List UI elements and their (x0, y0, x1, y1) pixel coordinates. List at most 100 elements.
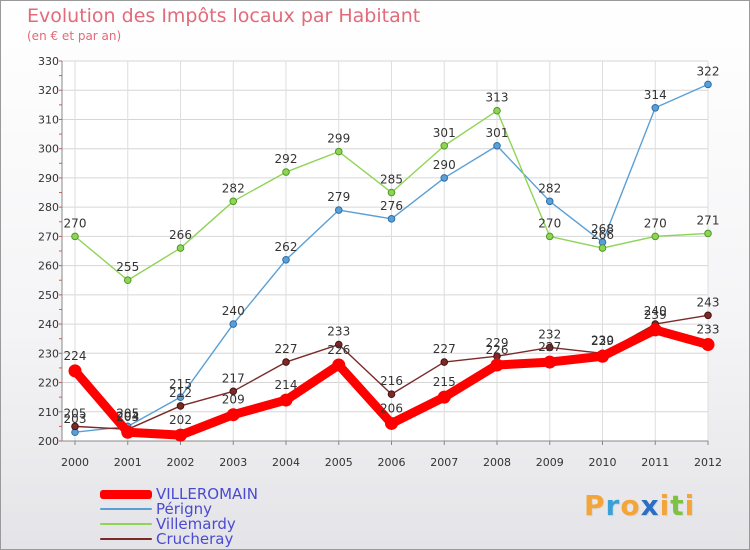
x-tick-label: 2010 (589, 456, 617, 469)
data-label-villemardy: 270 (644, 216, 667, 230)
data-label-villeromain: 239 (644, 308, 667, 322)
point-villeromain (543, 355, 557, 369)
data-label-villemardy: 255 (116, 260, 139, 274)
logo-letter: t (670, 489, 685, 522)
data-label-villemardy: 271 (697, 213, 720, 227)
point-villeromain (226, 408, 240, 422)
point-perigny (282, 255, 290, 264)
data-label-crucheray: 232 (538, 327, 561, 341)
logo-letter: P (584, 489, 606, 522)
data-label-crucheray: 205 (64, 406, 87, 420)
point-villeromain (174, 428, 187, 442)
y-tick-label: 270 (38, 230, 59, 243)
data-label-perigny: 276 (380, 199, 403, 213)
legend-label-villemardy: Villemardy (156, 515, 236, 533)
logo-letter: i (659, 489, 671, 522)
data-label-villemardy: 270 (538, 216, 561, 230)
point-villeromain (68, 364, 82, 378)
data-label-villemardy: 285 (380, 173, 403, 187)
data-label-villemardy: 282 (222, 181, 245, 195)
data-label-crucheray: 229 (486, 336, 509, 350)
x-tick-label: 2009 (536, 456, 564, 469)
point-crucheray (440, 358, 449, 366)
point-perigny (334, 206, 343, 214)
data-label-villeromain: 206 (380, 401, 403, 415)
point-villemardy (440, 141, 449, 150)
legend-swatch-perigny (100, 508, 152, 510)
point-perigny (440, 174, 449, 182)
proxiti-logo: Proxiti (584, 489, 695, 522)
legend-item-villeromain: VILLEROMAIN (100, 485, 258, 503)
x-tick-label: 2004 (272, 456, 300, 469)
chart-subtitle: (en € et par an) (27, 29, 122, 43)
data-label-crucheray: 204 (116, 409, 139, 423)
point-perigny (229, 320, 238, 328)
chart-title: Evolution des Impôts locaux par Habitant (27, 5, 421, 27)
point-crucheray (704, 311, 712, 320)
legend-item-villemardy: Villemardy (100, 515, 236, 533)
point-villemardy (545, 232, 554, 241)
data-label-crucheray: 216 (380, 374, 403, 388)
legend-item-crucheray: Crucheray (100, 530, 234, 548)
point-villeromain (490, 358, 504, 372)
x-tick-label: 2006 (378, 456, 406, 469)
point-villemardy (334, 147, 343, 156)
legend-swatch-villeromain (100, 489, 152, 499)
y-tick-label: 210 (38, 406, 59, 419)
data-label-villemardy: 313 (486, 91, 509, 105)
y-tick-label: 240 (38, 318, 59, 331)
data-label-villeromain: 202 (169, 413, 192, 427)
legend-label-perigny: Périgny (156, 500, 212, 518)
point-crucheray (176, 402, 185, 410)
data-label-crucheray: 217 (222, 371, 245, 385)
point-perigny (545, 197, 554, 206)
point-perigny (493, 141, 501, 150)
logo-letter: o (620, 489, 641, 522)
point-villeromain (648, 323, 662, 337)
data-label-perigny: 290 (433, 158, 456, 172)
logo-letter: x (640, 489, 660, 522)
y-tick-label: 310 (38, 113, 59, 126)
data-label-villemardy: 266 (169, 228, 192, 242)
data-label-villemardy: 266 (591, 228, 614, 242)
data-label-crucheray: 243 (697, 295, 720, 309)
y-tick-label: 260 (38, 260, 59, 273)
data-label-perigny: 282 (538, 181, 561, 195)
y-tick-label: 220 (38, 377, 59, 390)
logo-letter: r (605, 489, 621, 522)
data-label-villeromain: 226 (327, 343, 350, 357)
point-villemardy (651, 232, 660, 241)
data-label-crucheray: 212 (169, 386, 192, 400)
data-label-villemardy: 301 (433, 126, 456, 140)
point-perigny (176, 393, 185, 401)
data-label-villeromain: 215 (433, 375, 456, 389)
point-villeromain (596, 349, 609, 363)
legend-swatch-villemardy (100, 523, 152, 525)
point-villemardy (387, 188, 396, 197)
data-label-perigny: 314 (644, 88, 667, 102)
data-label-perigny: 279 (327, 190, 350, 204)
point-villemardy (282, 168, 290, 176)
y-tick-label: 320 (38, 84, 59, 97)
y-tick-label: 200 (38, 435, 59, 448)
y-tick-label: 250 (38, 289, 59, 302)
point-villeromain (385, 416, 398, 430)
x-tick-label: 2002 (167, 456, 195, 469)
data-label-villeromain: 224 (64, 349, 87, 363)
legend-label-villeromain: VILLEROMAIN (156, 485, 258, 503)
point-crucheray (334, 340, 343, 349)
data-label-perigny: 215 (169, 377, 192, 391)
data-label-crucheray: 233 (327, 325, 350, 339)
data-label-perigny: 203 (64, 412, 87, 426)
data-label-perigny: 240 (222, 304, 245, 318)
point-villemardy (71, 232, 79, 241)
point-perigny (651, 103, 660, 112)
point-crucheray (282, 358, 290, 366)
y-tick-label: 230 (38, 347, 59, 360)
legend-label-crucheray: Crucheray (156, 530, 234, 548)
point-villemardy (176, 244, 185, 252)
data-label-crucheray: 227 (275, 342, 298, 356)
y-tick-label: 300 (38, 143, 59, 156)
x-tick-label: 2001 (114, 456, 142, 469)
